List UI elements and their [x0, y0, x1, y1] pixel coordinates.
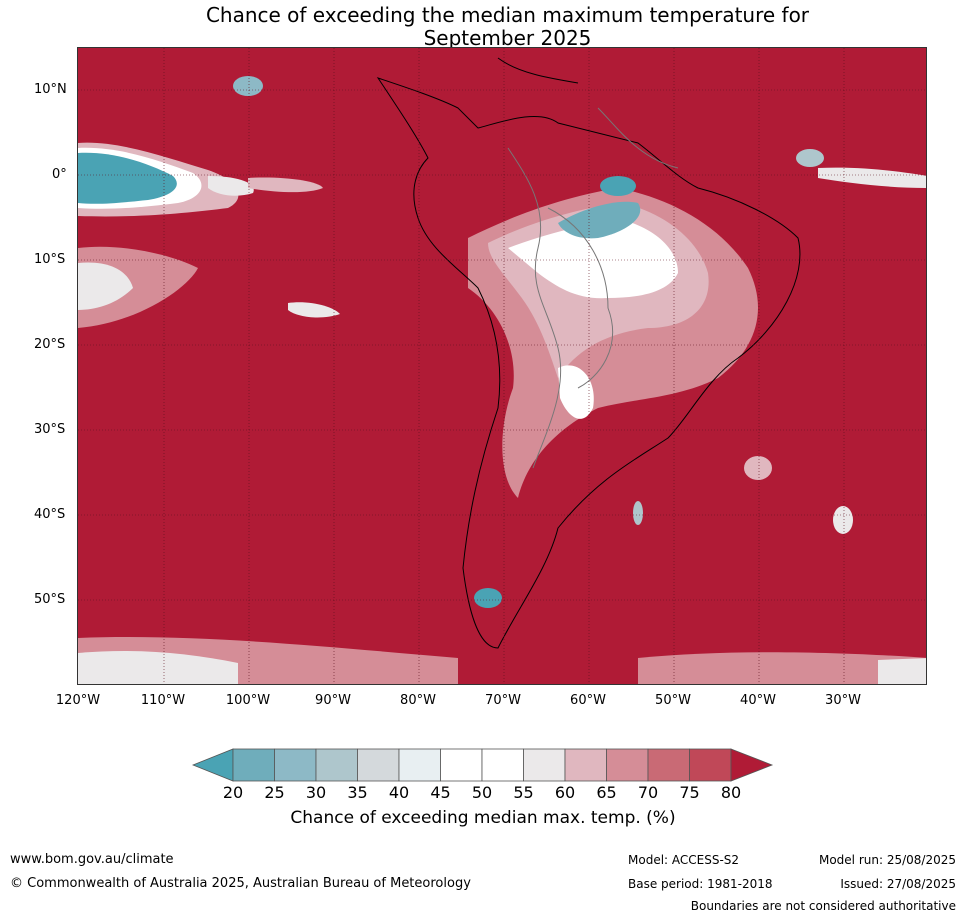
colorbar-55-60 — [523, 748, 566, 782]
colorbar-tick-25: 25 — [264, 783, 285, 802]
lon-label-50w: 50°W — [655, 693, 691, 708]
cool-spot-far-atlantic — [833, 506, 853, 534]
lat-label-10n: 10°N — [34, 82, 67, 97]
colorbar — [192, 748, 774, 782]
country-borders — [507, 107, 679, 469]
lon-label-100w: 100°W — [225, 693, 271, 708]
lat-label-10s: 10°S — [34, 252, 66, 267]
coastlines — [376, 57, 801, 649]
colorbar-tick-30: 30 — [305, 783, 327, 802]
colorbar-50-55 — [481, 748, 524, 782]
footer-website[interactable]: www.bom.gov.au/climate — [10, 852, 174, 867]
footer-copyright: © Commonwealth of Australia 2025, Austra… — [10, 876, 471, 891]
lon-label-30w: 30°W — [825, 693, 861, 708]
colorbar-tick-55: 55 — [513, 783, 534, 802]
colorbar-label: Chance of exceeding median max. temp. (%… — [290, 808, 676, 828]
cool-spot-patagonia — [474, 588, 502, 608]
lon-label-90w: 90°W — [315, 693, 351, 708]
lat-label-30s: 30°S — [34, 422, 66, 437]
lat-label-50s: 50°S — [34, 592, 66, 607]
footer-model-run: Model run: 25/08/2025 — [818, 853, 956, 867]
colorbar-40-45 — [398, 748, 441, 782]
cool-spot-10n — [233, 76, 263, 96]
lat-label-20s: 20°S — [34, 337, 66, 352]
lon-label-60w: 60°W — [570, 693, 606, 708]
colorbar-tick-45: 45 — [430, 783, 451, 802]
cool-spot-atlantic — [796, 149, 824, 167]
colorbar-above-80 — [730, 748, 774, 782]
colorbar-30-35 — [315, 748, 358, 782]
south-america-coast — [376, 77, 801, 649]
caribbean-coast — [497, 57, 579, 84]
interior-anomaly-core — [508, 220, 678, 299]
title-line-2: September 2025 — [423, 26, 592, 50]
southern-band-east — [638, 652, 926, 684]
border-guianas — [597, 107, 679, 169]
lon-label-80w: 80°W — [400, 693, 436, 708]
colorbar-tick-60: 60 — [554, 783, 576, 802]
southern-band-east-core — [878, 658, 926, 684]
colorbar-75-80 — [689, 748, 732, 782]
colorbar-20-25 — [232, 748, 275, 782]
lat-label-0: 0° — [52, 167, 67, 182]
border-andes — [507, 147, 562, 469]
southern-band-core — [78, 651, 238, 684]
colorbar-tick-75: 75 — [679, 783, 700, 802]
colorbar-below-20 — [192, 748, 234, 782]
amazon-cool-north — [600, 176, 636, 196]
footer-model: Model: ACCESS-S2 — [628, 853, 740, 867]
atlantic-streak — [818, 167, 926, 188]
map-canvas — [78, 48, 926, 684]
warm-lighter-spot — [744, 456, 772, 480]
footer-issued: Issued: 27/08/2025 — [840, 877, 956, 891]
map-title: Chance of exceeding the median maximum t… — [0, 4, 965, 50]
cool-spot-south-atlantic — [633, 501, 643, 525]
colorbar-25-30 — [274, 748, 317, 782]
colorbar-tick-65: 65 — [596, 783, 617, 802]
pacific-anomaly-core — [78, 152, 177, 204]
lon-label-40w: 40°W — [740, 693, 776, 708]
colorbar-45-50 — [440, 748, 483, 782]
amazon-cool-core — [558, 201, 641, 239]
map-area — [77, 47, 927, 685]
pacific-streak — [288, 302, 340, 318]
colorbar-tick-20: 20 — [222, 783, 244, 802]
lon-label-120w: 120°W — [55, 693, 101, 708]
colorbar-60-65 — [564, 748, 607, 782]
graticule — [78, 48, 926, 684]
colorbar-35-40 — [357, 748, 400, 782]
lon-label-110w: 110°W — [140, 693, 186, 708]
lon-label-70w: 70°W — [485, 693, 521, 708]
title-line-1: Chance of exceeding the median maximum t… — [205, 3, 810, 27]
pacific-anomaly-tail — [208, 176, 254, 196]
footer-base-period: Base period: 1981-2018 — [628, 877, 773, 891]
map-background — [78, 48, 926, 684]
footer-disclaimer: Boundaries are not considered authoritat… — [690, 899, 956, 913]
parana-anomaly — [558, 365, 594, 419]
colorbar-tick-40: 40 — [388, 783, 410, 802]
lat-label-40s: 40°S — [34, 507, 66, 522]
colorbar-tick-80: 80 — [720, 783, 742, 802]
colorbar-70-75 — [647, 748, 690, 782]
colorbar-tick-50: 50 — [471, 783, 493, 802]
pacific-anomaly-tail-2 — [248, 177, 323, 193]
colorbar-tick-70: 70 — [637, 783, 659, 802]
border-bolivia — [547, 207, 613, 389]
colorbar-tick-35: 35 — [347, 783, 368, 802]
south-pacific-core — [78, 262, 133, 310]
colorbar-65-70 — [606, 748, 649, 782]
